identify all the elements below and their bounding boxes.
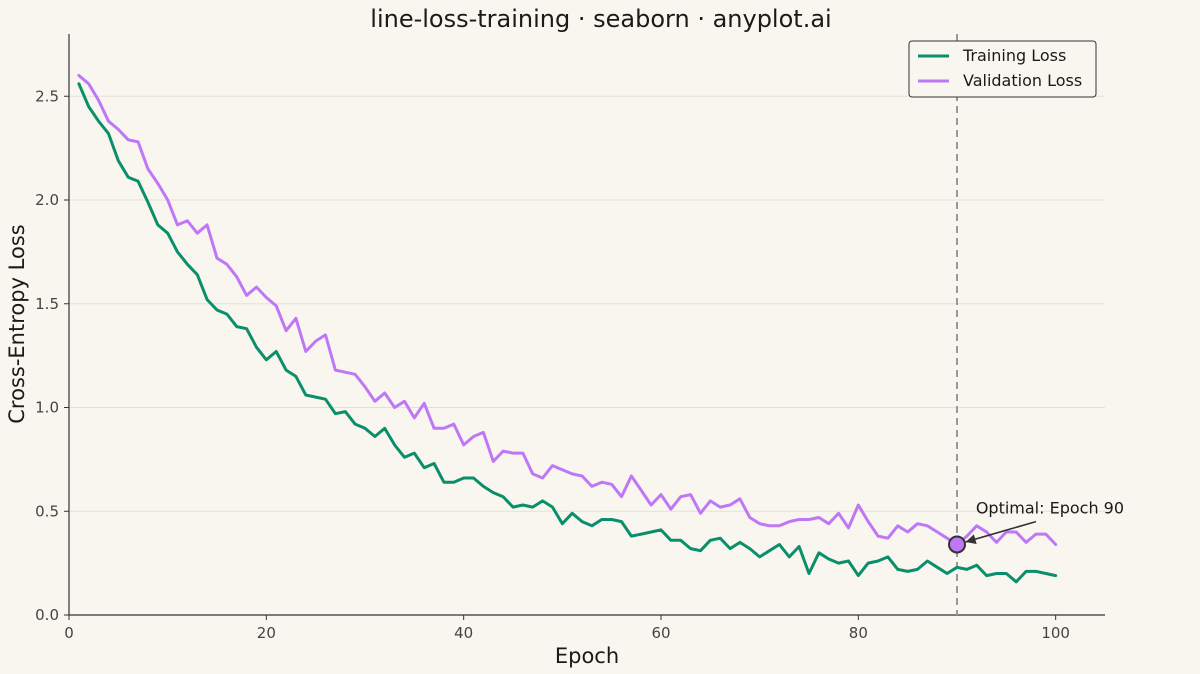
y-axis-title: Cross-Entropy Loss (5, 224, 29, 423)
y-tick-label: 0.5 (35, 502, 59, 520)
y-tick-label: 0.0 (35, 606, 59, 624)
y-tick-label: 1.0 (35, 399, 59, 417)
legend-label-validation: Validation Loss (963, 71, 1082, 90)
x-tick-label: 80 (849, 624, 868, 642)
optimal-point-marker (948, 535, 966, 554)
x-axis-ticks: 0 20 40 60 80 100 (64, 615, 1070, 642)
annotation-label: Optimal: Epoch 90 (976, 499, 1124, 518)
x-tick-label: 60 (651, 624, 670, 642)
chart-title: line-loss-training · seaborn · anyplot.a… (370, 5, 831, 33)
x-axis-title: Epoch (555, 644, 619, 668)
validation-loss-line (77, 74, 1058, 546)
x-tick-label: 20 (257, 624, 276, 642)
grid (69, 95, 1105, 512)
legend: Training Loss Validation Loss (908, 40, 1097, 98)
x-tick-label: 0 (64, 624, 74, 642)
annotation-arrowhead (965, 534, 977, 544)
series-layer (77, 74, 1058, 584)
legend-box (908, 40, 1097, 98)
annotation-arrow (965, 520, 1037, 543)
y-tick-label: 2.0 (35, 191, 59, 209)
legend-label-training: Training Loss (962, 46, 1066, 65)
y-axis-ticks: 0.0 0.5 1.0 1.5 2.0 2.5 (35, 87, 69, 624)
x-tick-label: 40 (454, 624, 473, 642)
x-tick-label: 100 (1041, 624, 1070, 642)
y-tick-label: 2.5 (35, 87, 59, 105)
y-tick-label: 1.5 (35, 295, 59, 313)
training-loss-line (77, 82, 1058, 584)
